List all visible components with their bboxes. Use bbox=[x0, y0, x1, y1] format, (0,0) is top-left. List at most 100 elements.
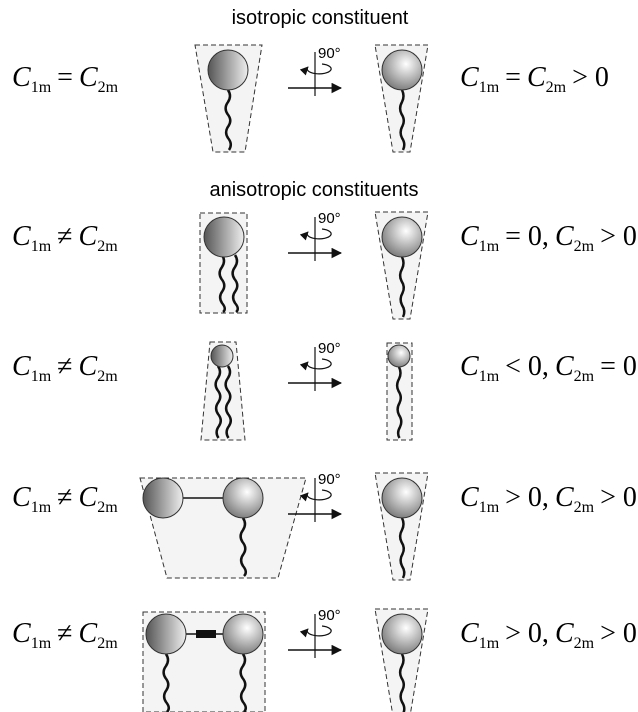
equation-part: 1m bbox=[479, 635, 500, 652]
equation-part: 1m bbox=[479, 79, 500, 96]
angle-label: 90° bbox=[318, 471, 341, 488]
equation-part: 1m bbox=[31, 635, 52, 652]
equation-part: = bbox=[505, 62, 521, 93]
equation-part: 1m bbox=[31, 79, 52, 96]
equation-part: C bbox=[79, 351, 98, 382]
equation-part: 2m bbox=[574, 238, 595, 255]
equation-part: 1m bbox=[31, 238, 52, 255]
equation-part: C bbox=[79, 618, 98, 649]
rotation-arrow bbox=[299, 63, 332, 76]
equation-part: C bbox=[460, 221, 479, 252]
equation-part: 2m bbox=[97, 499, 118, 516]
equation-part: 2m bbox=[574, 635, 595, 652]
tail bbox=[395, 366, 403, 439]
tail bbox=[224, 365, 232, 439]
equation-part: C bbox=[460, 618, 479, 649]
equation-part: ≠ bbox=[57, 351, 72, 382]
equation-part: > 0 bbox=[572, 62, 609, 93]
equation-part: 2m bbox=[97, 368, 118, 385]
equation-part: C bbox=[555, 482, 574, 513]
equation-part: 2m bbox=[546, 79, 567, 96]
equation: C1m ≠ C2m bbox=[12, 221, 118, 255]
head-group bbox=[145, 613, 187, 655]
equation-part: C bbox=[12, 62, 31, 93]
equation-part: 1m bbox=[479, 238, 500, 255]
tail bbox=[231, 254, 239, 313]
head-group bbox=[381, 477, 423, 519]
equation-part: C bbox=[555, 221, 574, 252]
equation: C1m < 0, C2m = 0 bbox=[460, 351, 637, 385]
equation-part: > 0 bbox=[600, 618, 637, 649]
tail bbox=[224, 89, 232, 151]
equation-part: 2m bbox=[97, 635, 118, 652]
tail bbox=[239, 653, 247, 712]
outline bbox=[200, 341, 246, 441]
equation-part: = bbox=[57, 62, 73, 93]
tail bbox=[162, 653, 170, 712]
equation-part: 2m bbox=[98, 79, 119, 96]
equation-part: C bbox=[12, 351, 31, 382]
equation-part: ≠ bbox=[57, 482, 72, 513]
equation-part: 1m bbox=[479, 499, 500, 516]
equation: C1m ≠ C2m bbox=[12, 351, 118, 385]
head-group bbox=[387, 344, 411, 368]
equation-part: C bbox=[79, 482, 98, 513]
equation-part: C bbox=[460, 351, 479, 382]
tail bbox=[398, 256, 406, 318]
equation-part: > 0, bbox=[505, 482, 549, 513]
tail bbox=[398, 89, 406, 151]
equation-part: 2m bbox=[574, 499, 595, 516]
tail bbox=[218, 254, 226, 313]
head-group bbox=[381, 216, 423, 258]
equation-part: C bbox=[527, 62, 546, 93]
equation-part: C bbox=[12, 482, 31, 513]
head-group bbox=[210, 344, 234, 368]
angle-label: 90° bbox=[318, 210, 341, 227]
rotation-arrow bbox=[299, 625, 332, 638]
equation: C1m = C2m bbox=[12, 62, 119, 96]
head-group bbox=[142, 477, 184, 519]
tail bbox=[398, 653, 406, 712]
equation-part: 2m bbox=[574, 368, 595, 385]
equation-part: C bbox=[555, 618, 574, 649]
head-group bbox=[203, 216, 245, 258]
equation: C1m ≠ C2m bbox=[12, 618, 118, 652]
equation-part: = 0 bbox=[600, 351, 637, 382]
angle-label: 90° bbox=[318, 340, 341, 357]
rotation-arrow bbox=[299, 228, 332, 241]
angle-label: 90° bbox=[318, 45, 341, 62]
equation: C1m > 0, C2m > 0 bbox=[460, 482, 637, 516]
equation-part: C bbox=[12, 618, 31, 649]
head-group bbox=[381, 49, 423, 91]
equation-part: > 0 bbox=[600, 221, 637, 252]
equation-part: < 0, bbox=[505, 351, 549, 382]
equation-part: C bbox=[79, 221, 98, 252]
angle-label: 90° bbox=[318, 607, 341, 624]
equation-part: = 0, bbox=[505, 221, 549, 252]
equation-part: > 0, bbox=[505, 618, 549, 649]
equation-part: C bbox=[12, 221, 31, 252]
heading: anisotropic constituents bbox=[209, 179, 418, 201]
equation-part: ≠ bbox=[57, 618, 72, 649]
head-group bbox=[207, 49, 249, 91]
head-group bbox=[381, 613, 423, 655]
head-group bbox=[222, 477, 264, 519]
tail bbox=[214, 365, 222, 439]
equation-part: C bbox=[555, 351, 574, 382]
equation-part: 1m bbox=[31, 499, 52, 516]
tail bbox=[239, 517, 247, 577]
equation-part: ≠ bbox=[57, 221, 72, 252]
tail bbox=[398, 517, 406, 579]
rotation-arrow bbox=[299, 489, 332, 502]
equation: C1m > 0, C2m > 0 bbox=[460, 618, 637, 652]
equation-part: C bbox=[79, 62, 98, 93]
equation: C1m = 0, C2m > 0 bbox=[460, 221, 637, 255]
equation-part: 1m bbox=[479, 368, 500, 385]
rotation-arrow bbox=[299, 358, 332, 371]
equation-part: 2m bbox=[97, 238, 118, 255]
equation-part: C bbox=[460, 62, 479, 93]
head-group bbox=[222, 613, 264, 655]
equation-part: C bbox=[460, 482, 479, 513]
